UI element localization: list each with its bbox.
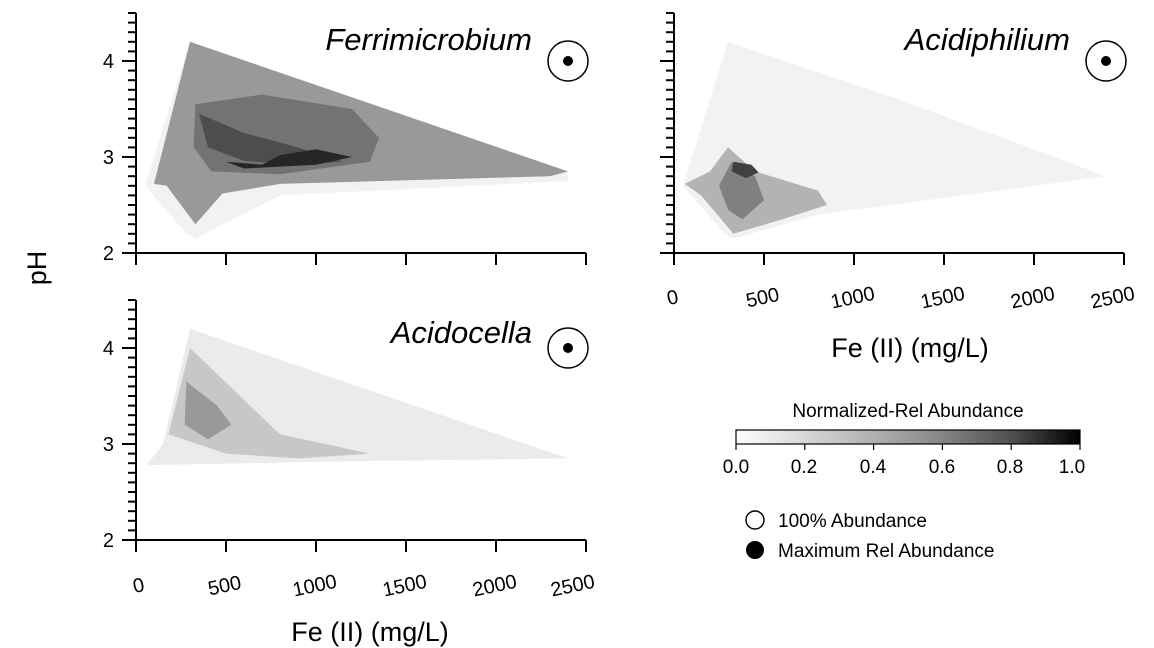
y-tick-group (122, 299, 136, 541)
panel-title: Acidiphilium (903, 22, 1070, 57)
colorbar-tick-group (735, 444, 1081, 450)
y-tick-group (122, 12, 136, 254)
x-tick-label-500: 500 (206, 572, 243, 600)
x-tick-group (135, 540, 587, 552)
x-tick-label-0: 0 (131, 574, 146, 598)
x-tick-label-2000: 2000 (471, 571, 519, 602)
x-tick-label-500: 500 (744, 284, 781, 312)
filled-circle-icon (563, 343, 573, 353)
filled-circle-icon (1101, 56, 1111, 66)
contour-band-5 (226, 149, 352, 169)
panel-title: Acidocella (389, 315, 532, 350)
y-tick-label-3: 3 (103, 434, 114, 456)
x-tick-label-1000: 1000 (291, 571, 339, 602)
x-tick-label-1500: 1500 (919, 283, 967, 314)
colorbar-tick-label: 0.6 (929, 457, 955, 478)
x-axis-title: Fe (II) (mg/L) (831, 333, 989, 363)
x-tick-label-2500: 2500 (549, 571, 597, 602)
y-tick-label-3: 3 (103, 147, 114, 169)
x-tick-label-1500: 1500 (381, 571, 429, 602)
x-axis-title: Fe (II) (mg/L) (291, 617, 449, 647)
y-tick-group (660, 12, 674, 254)
x-tick-label-1000: 1000 (829, 283, 877, 314)
colorbar-tick-label: 0.0 (723, 457, 749, 478)
panel-acidiphilium: 0 500 1000 1500 2000 2500 Fe (II) (mg/L)… (660, 12, 1137, 363)
contour-band-4 (731, 161, 759, 179)
contour-band-3 (184, 381, 232, 440)
x-tick-label-2500: 2500 (1089, 283, 1137, 314)
filled-circle-icon (746, 541, 764, 559)
panel-acidocella: 2 3 4 0 500 1000 1500 2000 2500 Fe (II) … (103, 299, 597, 647)
y-axis-title: pH (22, 251, 52, 286)
open-marker-label: 100% Abundance (778, 511, 927, 532)
colorbar (735, 429, 1081, 445)
colorbar-tick-label: 0.2 (791, 457, 817, 478)
x-tick-group (673, 253, 1125, 265)
open-circle-icon (745, 510, 765, 530)
y-tick-label-4: 4 (103, 338, 114, 360)
y-tick-label-2: 2 (103, 530, 114, 552)
contour-fill-group (146, 328, 569, 466)
panel-title: Ferrimicrobium (325, 22, 532, 57)
panel-ferrimicrobium: 2 3 4 Ferrimicrobium (103, 12, 589, 265)
x-tick-group (135, 253, 587, 265)
colorbar-title: Normalized-Rel Abundance (792, 401, 1023, 422)
colorbar-tick-label: 0.8 (997, 457, 1023, 478)
filled-circle-icon (563, 56, 573, 66)
colorbar-tick-label: 1.0 (1059, 457, 1085, 478)
contour-fill-group (145, 41, 568, 239)
legend: Normalized-Rel Abundance 0.0 0.2 0.4 0.6… (723, 401, 1085, 562)
max-abundance-marker (547, 40, 589, 82)
y-tick-label-2: 2 (103, 243, 114, 265)
contour-fill-group (683, 41, 1106, 239)
filled-marker-label: Maximum Rel Abundance (778, 541, 995, 562)
y-tick-label-4: 4 (103, 51, 114, 73)
max-abundance-marker (1085, 40, 1127, 82)
max-abundance-marker (547, 327, 589, 369)
x-tick-label-2000: 2000 (1009, 283, 1057, 314)
x-tick-label-0: 0 (665, 286, 680, 310)
colorbar-tick-label: 0.4 (860, 457, 887, 478)
contour-band-3 (719, 161, 764, 220)
